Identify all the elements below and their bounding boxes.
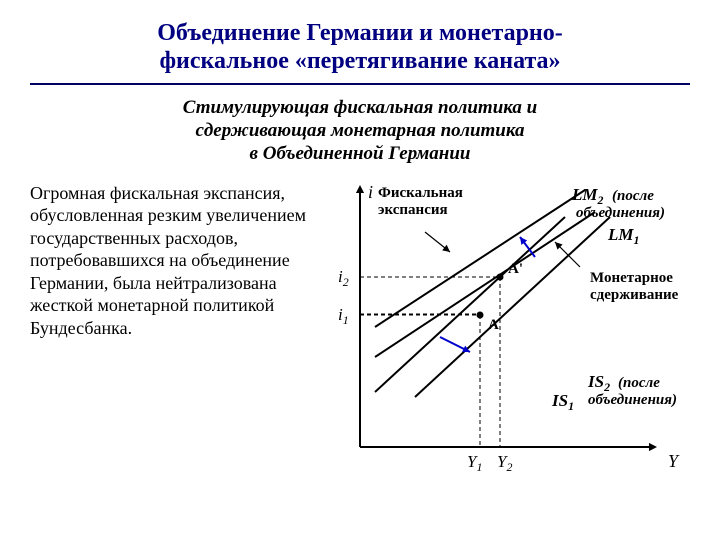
title-line-2: фискальное «перетягивание каната»: [159, 48, 560, 74]
svg-text:Фискальная: Фискальная: [378, 185, 463, 201]
svg-text:i1: i1: [338, 305, 349, 327]
content-row: Огромная фискальная экспансия, обусловле…: [30, 182, 690, 492]
slide-title: Объединение Германии и монетарно- фискал…: [30, 20, 690, 75]
svg-text:(после: (после: [618, 375, 660, 391]
title-divider: [30, 83, 690, 85]
svg-text:IS1: IS1: [551, 391, 574, 413]
svg-text:Y2: Y2: [497, 452, 512, 474]
slide-subtitle: Стимулирующая фискальная политика и сдер…: [30, 97, 690, 165]
subtitle-line-3: в Объединенной Германии: [250, 143, 471, 164]
svg-text:i2: i2: [338, 267, 349, 289]
subtitle-line-1: Стимулирующая фискальная политика и: [183, 97, 537, 118]
svg-text:объединения): объединения): [576, 205, 665, 221]
svg-text:Y1: Y1: [467, 452, 482, 474]
svg-text:IS2: IS2: [587, 372, 610, 394]
svg-text:(после: (после: [612, 188, 654, 204]
svg-text:A: A: [488, 317, 499, 333]
svg-text:LM1: LM1: [607, 225, 639, 247]
svg-text:Монетарное: Монетарное: [590, 270, 673, 286]
svg-text:Y: Y: [668, 451, 680, 471]
svg-text:i: i: [368, 182, 373, 202]
title-line-1: Объединение Германии и монетарно-: [157, 20, 563, 46]
svg-text:экспансия: экспансия: [378, 202, 448, 218]
subtitle-line-2: сдерживающая монетарная политика: [195, 120, 524, 141]
svg-text:объединения): объединения): [588, 392, 677, 408]
body-paragraph: Огромная фискальная экспансия, обусловле…: [30, 182, 310, 492]
svg-text:A': A': [508, 261, 523, 277]
is-lm-chart: A A' i Yi1 i2 Y1 Y2 Фискальнаяэкспансия LM2 (пос…: [320, 182, 690, 492]
chart-svg: A A' i Yi1 i2 Y1 Y2 Фискальнаяэкспансия LM2 (пос…: [320, 182, 690, 492]
svg-text:LM2: LM2: [571, 185, 604, 207]
svg-text:сдерживание: сдерживание: [590, 287, 679, 303]
